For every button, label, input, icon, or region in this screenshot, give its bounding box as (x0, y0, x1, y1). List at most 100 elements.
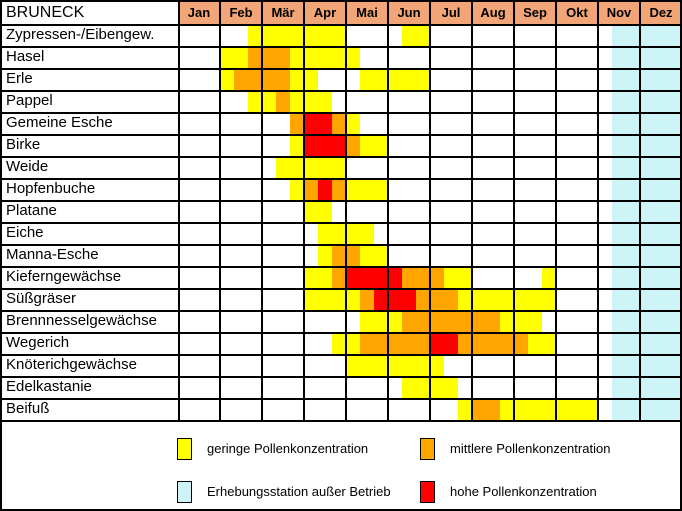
station-off-band (612, 310, 680, 332)
pollen-segment-low (500, 398, 598, 420)
pollen-segment-mid (458, 332, 528, 354)
row-label: Beifuß (6, 400, 50, 417)
pollen-segment-high (374, 288, 416, 310)
row-gridline (2, 24, 680, 26)
station-off-band (612, 178, 680, 200)
month-header-feb: Feb (229, 5, 253, 20)
row-gridline (2, 354, 680, 356)
row-label: Erle (6, 70, 33, 87)
pollen-segment-mid (332, 266, 346, 288)
pollen-segment-mid (360, 332, 430, 354)
pollen-segment-low (318, 244, 332, 266)
pollen-segment-mid (416, 288, 458, 310)
pollen-segment-mid (332, 112, 346, 134)
station-off-band (612, 244, 680, 266)
legend-label-high: hohe Pollenkonzentration (450, 484, 597, 499)
pollen-segment-low (304, 266, 332, 288)
station-off-band (612, 134, 680, 156)
pollen-segment-mid (332, 178, 346, 200)
station-off-band (612, 24, 680, 46)
station-off-band (612, 332, 680, 354)
pollen-segment-low (360, 310, 402, 332)
row-label: Edelkastanie (6, 378, 92, 395)
pollen-segment-mid (290, 112, 304, 134)
pollen-segment-mid (360, 288, 374, 310)
pollen-segment-mid (346, 134, 360, 156)
row-gridline (2, 244, 680, 246)
row-label: Manna-Esche (6, 246, 99, 263)
station-off-band (612, 90, 680, 112)
pollen-segment-high (318, 178, 332, 200)
legend-label-mid: mittlere Pollenkonzentration (450, 441, 611, 456)
row-label: Süßgräser (6, 290, 77, 307)
station-off-band (612, 156, 680, 178)
row-label: Weide (6, 158, 49, 175)
pollen-segment-low (290, 90, 332, 112)
row-label: Birke (6, 136, 41, 153)
month-gridline (597, 2, 599, 422)
row-gridline (2, 398, 680, 400)
row-label: Knöterichgewächse (6, 356, 137, 373)
row-label: Pappel (6, 92, 53, 109)
month-gridline (471, 2, 473, 422)
pollen-segment-low (304, 288, 360, 310)
row-gridline (2, 112, 680, 114)
pollen-segment-low (360, 68, 430, 90)
row-gridline (2, 376, 680, 378)
station-off-band (612, 288, 680, 310)
row-label: Wegerich (6, 334, 70, 351)
row-label: Platane (6, 202, 57, 219)
pollen-segment-low (220, 46, 248, 68)
row-label: Hopfenbuche (6, 180, 96, 197)
row-label: Brennnesselgewächse (6, 312, 157, 329)
month-header-dez: Dez (649, 5, 673, 20)
legend-label-off: Erhebungsstation außer Betrieb (207, 484, 391, 499)
pollen-segment-low (220, 68, 234, 90)
station-off-band (612, 200, 680, 222)
pollen-segment-high (304, 134, 346, 156)
row-label: Kieferngewächse (6, 268, 122, 285)
pollen-segment-low (276, 156, 346, 178)
legend-swatch-high (420, 481, 435, 503)
pollen-segment-mid (248, 46, 290, 68)
pollen-segment-low (542, 266, 556, 288)
month-header-jun: Jun (397, 5, 421, 20)
month-header-jul: Jul (441, 5, 461, 20)
pollen-segment-low (500, 310, 542, 332)
month-gridline (261, 2, 263, 422)
pollen-segment-low (346, 178, 388, 200)
month-gridline (219, 2, 221, 422)
pollen-segment-high (304, 112, 332, 134)
row-label: Eiche (6, 224, 44, 241)
pollen-segment-low (290, 134, 304, 156)
pollen-segment-low (360, 244, 388, 266)
station-off-band (612, 354, 680, 376)
pollen-segment-low (304, 200, 332, 222)
row-gridline (2, 46, 680, 48)
pollen-segment-mid (472, 398, 500, 420)
pollen-segment-low (458, 398, 472, 420)
row-gridline (2, 156, 680, 158)
legend-label-low: geringe Pollenkonzentration (207, 441, 369, 456)
pollen-segment-mid (304, 178, 318, 200)
month-gridline (178, 2, 180, 422)
row-gridline (2, 90, 680, 92)
row-gridline (2, 134, 680, 136)
month-header-okt: Okt (566, 5, 588, 20)
row-gridline (2, 266, 680, 268)
month-header-jan: Jan (187, 5, 211, 20)
pollen-segment-low (444, 266, 472, 288)
station-name: BRUNECK (2, 2, 178, 24)
row-gridline (2, 310, 680, 312)
pollen-segment-mid (402, 310, 500, 332)
row-label: Hasel (6, 48, 45, 65)
pollen-segment-high (430, 332, 458, 354)
pollen-segment-low (458, 288, 556, 310)
station-off-band (612, 112, 680, 134)
month-gridline (303, 2, 305, 422)
month-header-mär: Mär (271, 5, 295, 20)
station-off-band (612, 222, 680, 244)
row-gridline (2, 178, 680, 180)
month-header-sep: Sep (523, 5, 547, 20)
